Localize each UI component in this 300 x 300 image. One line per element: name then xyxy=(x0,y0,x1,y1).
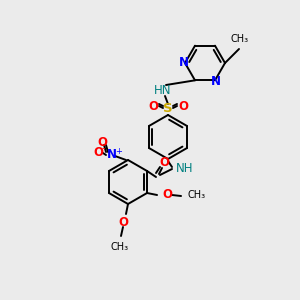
Text: O: O xyxy=(118,215,128,229)
Text: O: O xyxy=(159,157,169,169)
Text: O: O xyxy=(148,100,158,112)
Text: CH₃: CH₃ xyxy=(231,34,249,44)
Text: CH₃: CH₃ xyxy=(187,190,205,200)
Text: HN: HN xyxy=(154,83,172,97)
Text: -: - xyxy=(101,143,105,153)
Text: CH₃: CH₃ xyxy=(111,242,129,252)
Text: NH: NH xyxy=(176,163,194,176)
Text: N: N xyxy=(107,148,117,161)
Text: O: O xyxy=(178,100,188,112)
Text: O: O xyxy=(93,146,103,160)
Text: N: N xyxy=(211,75,221,88)
Text: O: O xyxy=(97,136,107,148)
Text: +: + xyxy=(115,148,122,157)
Text: S: S xyxy=(163,101,173,115)
Text: N: N xyxy=(179,56,189,70)
Text: O: O xyxy=(162,188,172,202)
